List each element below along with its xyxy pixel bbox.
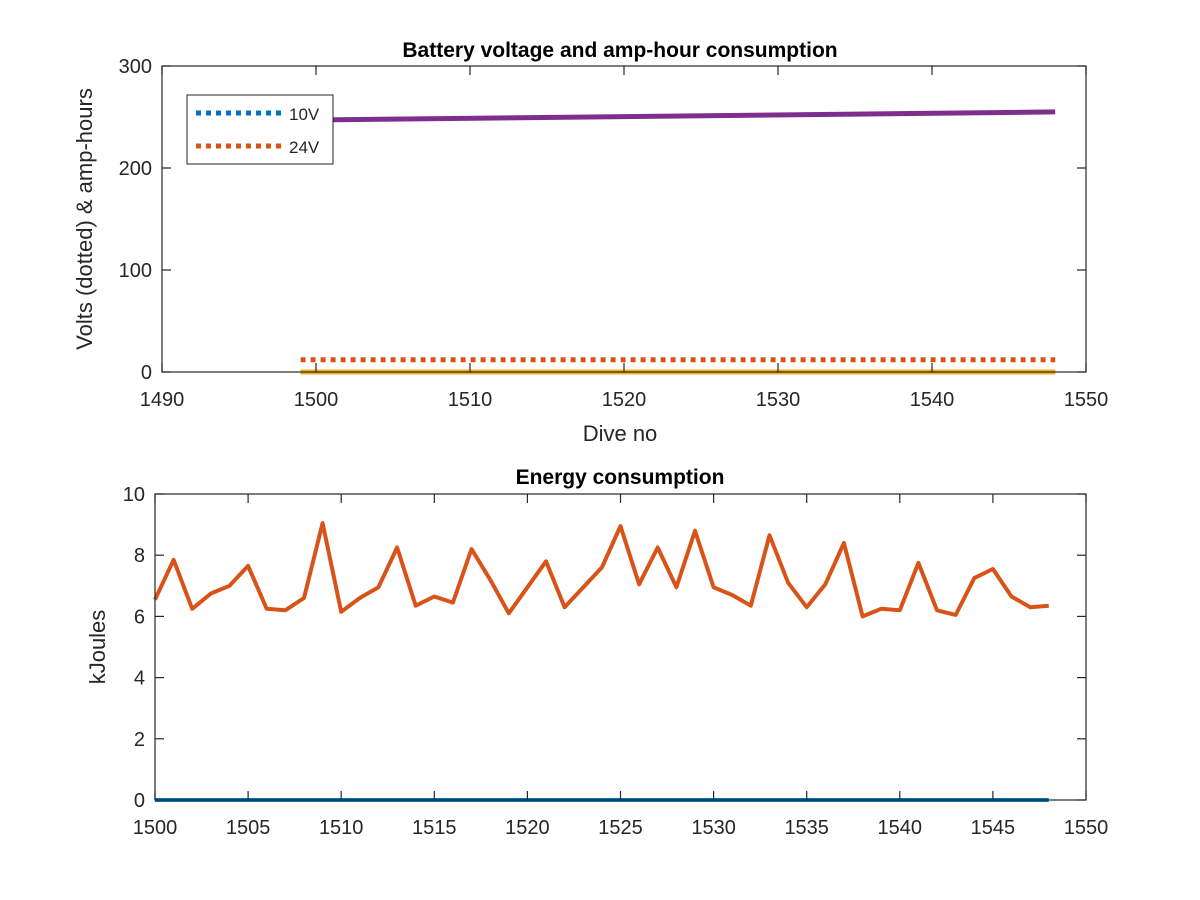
x-tick-label: 1515	[412, 817, 457, 839]
tick-labels: 1500 1505 1510 1515 1520 1525 1530 1535 1540 1545…	[123, 484, 1109, 839]
x-tick-label: 1540	[910, 389, 955, 411]
chart-title: Energy consumption	[516, 466, 725, 489]
tick-labels: 1490 1500 1510 1520 1530 1540 1550 0 100 200 300	[119, 56, 1109, 411]
legend-label-10v: 10V	[289, 105, 320, 124]
legend-label-24v: 24V	[289, 138, 320, 157]
x-tick-label: 1520	[505, 817, 550, 839]
y-tick-label: 8	[134, 545, 145, 567]
x-tick-label: 1490	[140, 389, 185, 411]
x-tick-label: 1505	[226, 817, 271, 839]
tick-marks	[161, 65, 1087, 373]
x-axis-label: Dive no	[583, 421, 658, 446]
legend: 10V 24V	[186, 94, 334, 165]
x-tick-label: 1520	[602, 389, 647, 411]
y-axis-label: Volts (dotted) & amp-hours	[72, 88, 97, 350]
legend-box	[186, 94, 334, 165]
y-tick-label: 10	[123, 484, 145, 506]
x-tick-label: 1545	[971, 817, 1016, 839]
chart-battery-voltage: Battery voltage and amp-hour consumption…	[72, 39, 1108, 446]
x-tick-label: 1535	[784, 817, 829, 839]
x-tick-label: 1510	[448, 389, 493, 411]
x-tick-label: 1540	[878, 817, 923, 839]
x-tick-label: 1500	[133, 817, 178, 839]
x-tick-label: 1500	[294, 389, 339, 411]
x-tick-label: 1530	[691, 817, 736, 839]
y-tick-label: 4	[134, 668, 145, 690]
x-tick-label: 1550	[1064, 389, 1109, 411]
y-axis-label: kJoules	[85, 610, 110, 685]
y-tick-label: 0	[134, 790, 145, 812]
y-tick-label: 300	[119, 56, 152, 78]
x-tick-label: 1510	[319, 817, 364, 839]
y-tick-label: 0	[141, 362, 152, 384]
chart-title: Battery voltage and amp-hour consumption	[402, 39, 837, 62]
series-line-1	[153, 521, 1049, 619]
y-tick-label: 200	[119, 158, 152, 180]
series-line-3	[300, 109, 1056, 123]
y-tick-label: 6	[134, 606, 145, 628]
tick-marks	[154, 493, 1087, 801]
chart-energy-consumption: Energy consumption 1500 1505 1510 1515 1520 1…	[85, 466, 1108, 839]
x-tick-label: 1550	[1064, 817, 1109, 839]
x-tick-label: 1525	[598, 817, 643, 839]
y-tick-label: 100	[119, 260, 152, 282]
x-tick-label: 1530	[756, 389, 801, 411]
y-tick-label: 2	[134, 729, 145, 751]
